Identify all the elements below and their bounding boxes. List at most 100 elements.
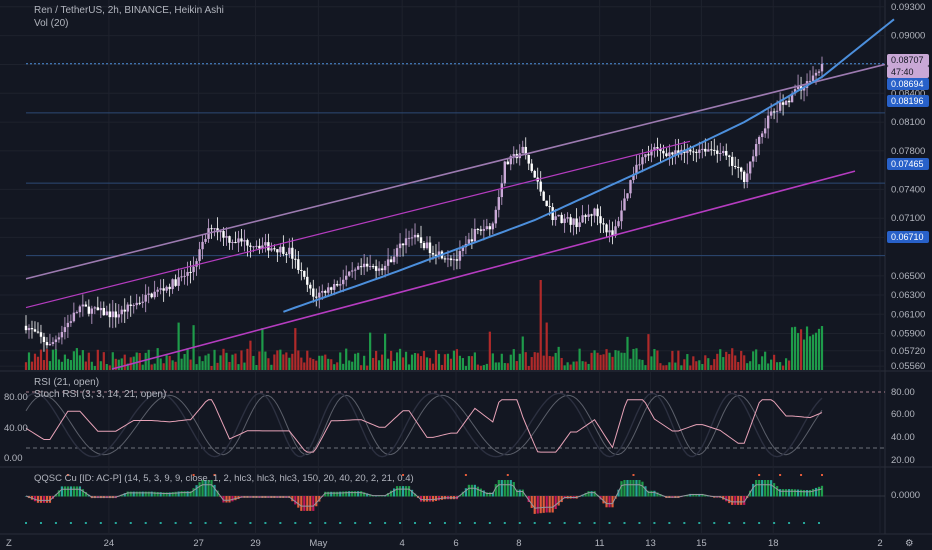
osc-dot-bottom (25, 522, 27, 524)
candle-body (201, 241, 204, 250)
osc-histogram-bar (731, 496, 734, 505)
candle-body (458, 251, 462, 261)
candle-body (273, 248, 276, 250)
volume-bar (309, 357, 312, 370)
osc-histogram-bar (156, 492, 159, 497)
osc-histogram-bar (611, 496, 614, 508)
candle-body (198, 249, 201, 262)
candle-body (817, 71, 821, 73)
horizontal-levels (26, 63, 885, 257)
osc-histogram-bar (60, 486, 64, 497)
osc-histogram-bar (369, 494, 372, 497)
volume-bar (369, 332, 372, 370)
osc-histogram-bar (608, 496, 611, 508)
zoom-icon[interactable]: Z (6, 538, 12, 549)
osc-dot-bottom (384, 522, 387, 524)
volume-bar (300, 357, 303, 370)
osc-histogram-bar (473, 484, 476, 497)
osc-histogram-bar (518, 489, 521, 497)
osc-histogram-bar (749, 490, 752, 497)
osc-dot-top (632, 474, 635, 476)
osc-histogram-bar (141, 491, 144, 497)
candle-body (342, 279, 345, 285)
volume-bar (378, 360, 381, 370)
osc-histogram-bar (728, 496, 731, 504)
osc-histogram-bar (401, 486, 405, 497)
osc-histogram-bar (228, 496, 231, 503)
candle-body (617, 221, 620, 227)
candle-body (78, 306, 82, 313)
volume-bar (45, 349, 49, 370)
osc-dot-bottom (653, 522, 656, 524)
candle-body (117, 314, 120, 318)
stoch-rsi-indicator-label[interactable]: Stoch RSI (3, 3, 14, 21, open) (34, 389, 166, 400)
rsi-indicator-label[interactable]: RSI (21, open) (34, 377, 99, 388)
candle-body (722, 150, 725, 154)
osc-dot-bottom (608, 522, 611, 524)
price-axis[interactable]: 0.093000.090000.087000.084000.081000.078… (887, 2, 929, 372)
volume-bar (542, 355, 545, 370)
candle-body (180, 276, 183, 278)
osc-histogram-bar (817, 486, 821, 497)
osc-dot-top (66, 474, 69, 476)
osc-histogram-bar (413, 493, 417, 497)
candle-body (745, 173, 749, 182)
volume-bar (240, 350, 243, 370)
channel-lower-line (111, 170, 856, 370)
candle-body (614, 226, 617, 236)
candle-body (51, 342, 55, 344)
volume-bar (183, 354, 186, 370)
osc-histogram-bar (48, 496, 52, 503)
volume-bar (575, 361, 578, 370)
osc-dot-top (402, 474, 405, 476)
volume-bar (614, 350, 617, 370)
volume-bar (581, 361, 584, 370)
osc-histogram-bar (216, 490, 219, 497)
volume-bar (144, 352, 147, 370)
gear-icon[interactable]: ⚙ (905, 538, 914, 549)
osc-histogram-bar (734, 496, 737, 505)
osc-dot-bottom (788, 522, 791, 524)
osc-histogram-bar (150, 491, 153, 497)
candle-body (324, 291, 327, 293)
osc-histogram-bar (84, 492, 87, 497)
candle-body (707, 149, 710, 152)
volume-bar (246, 348, 249, 370)
osc-signal-line (25, 484, 823, 509)
candle-body (186, 271, 189, 276)
osc-histogram-bar (796, 489, 800, 497)
candles (24, 56, 824, 352)
osc-histogram-bar (626, 480, 629, 497)
osc-histogram-bar (204, 480, 207, 497)
volume-indicator-label[interactable]: Vol (20) (34, 18, 68, 29)
volume-bar (551, 356, 554, 370)
osc-histogram-bar (811, 488, 815, 497)
osc-dot-bottom (593, 522, 596, 524)
trendlines[interactable] (25, 18, 895, 370)
volume-bar (737, 361, 740, 370)
time-axis[interactable]: 24 27 29 May 4 6 8 11 13 15 18 2 (104, 538, 883, 549)
osc-dot-top (758, 474, 761, 476)
candle-body (497, 197, 501, 210)
volume-bar (755, 349, 758, 370)
volume-bar (276, 350, 279, 370)
osc-histogram-bar (647, 490, 650, 497)
candle-body (533, 170, 536, 178)
candle-body (734, 165, 737, 167)
volume-bar (773, 354, 776, 370)
candle-body (276, 249, 279, 253)
volume-bar (776, 362, 779, 370)
oscillator-indicator-label[interactable]: QQSC Cu [ID: AC-P] (14, 5, 3, 9, 9, clos… (34, 473, 414, 484)
candle-body (689, 149, 692, 152)
volume-bar (677, 350, 680, 370)
volume-bar (180, 358, 183, 370)
price-tick: 0.08100 (891, 117, 925, 128)
candle-body (171, 279, 174, 290)
candle-body (93, 307, 97, 309)
volume-bar (485, 363, 488, 370)
osc-dot-bottom (234, 522, 237, 524)
volume-bar (279, 349, 282, 370)
candle-body (787, 100, 791, 103)
osc-histogram-bar (294, 496, 297, 505)
